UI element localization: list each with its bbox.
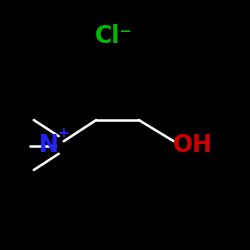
Text: OH: OH <box>172 133 212 157</box>
Text: Cl⁻: Cl⁻ <box>95 24 133 48</box>
Text: N: N <box>39 133 58 157</box>
Text: +: + <box>57 126 69 140</box>
